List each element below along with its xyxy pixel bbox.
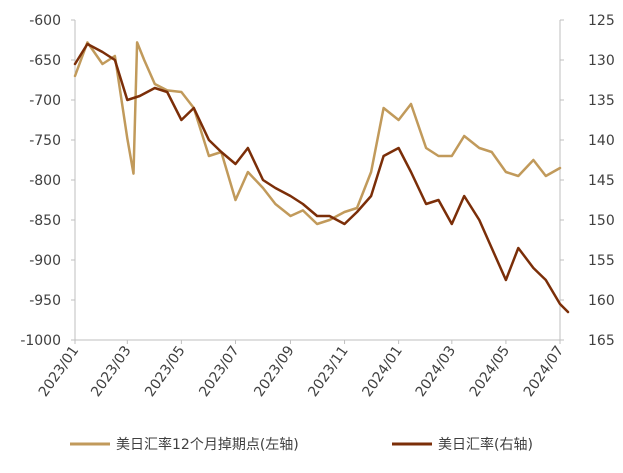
x-tick-label: 2023/09	[251, 343, 297, 400]
swap-points-line	[73, 41, 562, 226]
plot-area	[73, 41, 570, 314]
x-tick-label: 2024/01	[359, 343, 405, 400]
left-tick-label: -850	[29, 213, 61, 229]
right-tick-label: 165	[588, 333, 615, 349]
x-axis: 2023/01 2023/03 2023/05 2023/07 2023/09 2023/…	[36, 339, 567, 400]
x-tick-label: 2023/03	[88, 343, 134, 400]
left-tick-label: -950	[29, 293, 61, 309]
x-tick-label: 2024/03	[413, 343, 459, 400]
right-tick-label: 135	[588, 93, 615, 109]
right-tick-label: 125	[588, 13, 615, 29]
right-tick-label: 130	[588, 53, 615, 69]
left-tick-label: -750	[29, 133, 61, 149]
x-tick-label: 2023/11	[305, 343, 351, 400]
x-tick-label: 2023/07	[196, 343, 242, 400]
left-tick-label: -900	[29, 253, 61, 269]
left-tick-label: -600	[29, 13, 61, 29]
x-tick-label: 2023/01	[36, 343, 82, 400]
legend: 美日汇率12个月掉期点(左轴) 美日汇率(右轴)	[70, 436, 533, 453]
right-tick-label: 160	[588, 293, 615, 309]
legend-label: 美日汇率12个月掉期点(左轴)	[116, 436, 299, 453]
x-tick-label: 2024/05	[467, 343, 513, 400]
right-tick-label: 150	[588, 213, 615, 229]
left-tick-label: -700	[29, 93, 61, 109]
left-tick-label: -650	[29, 53, 61, 69]
usdjpy-rate-line	[73, 42, 570, 314]
right-tick-label: 145	[588, 173, 615, 189]
x-tick-label: 2023/05	[142, 343, 188, 400]
right-tick-label: 140	[588, 133, 615, 149]
right-tick-label: 155	[588, 253, 615, 269]
left-tick-label: -1000	[20, 333, 61, 349]
left-tick-label: -800	[29, 173, 61, 189]
left-y-axis: -600 -650 -700 -750 -800 -850 -900 -950 -1000	[20, 13, 76, 349]
legend-label: 美日汇率(右轴)	[438, 436, 533, 453]
x-tick-label: 2024/07	[521, 343, 567, 400]
right-y-axis: 125 130 135 140 145 150 155 160 165	[559, 13, 615, 349]
